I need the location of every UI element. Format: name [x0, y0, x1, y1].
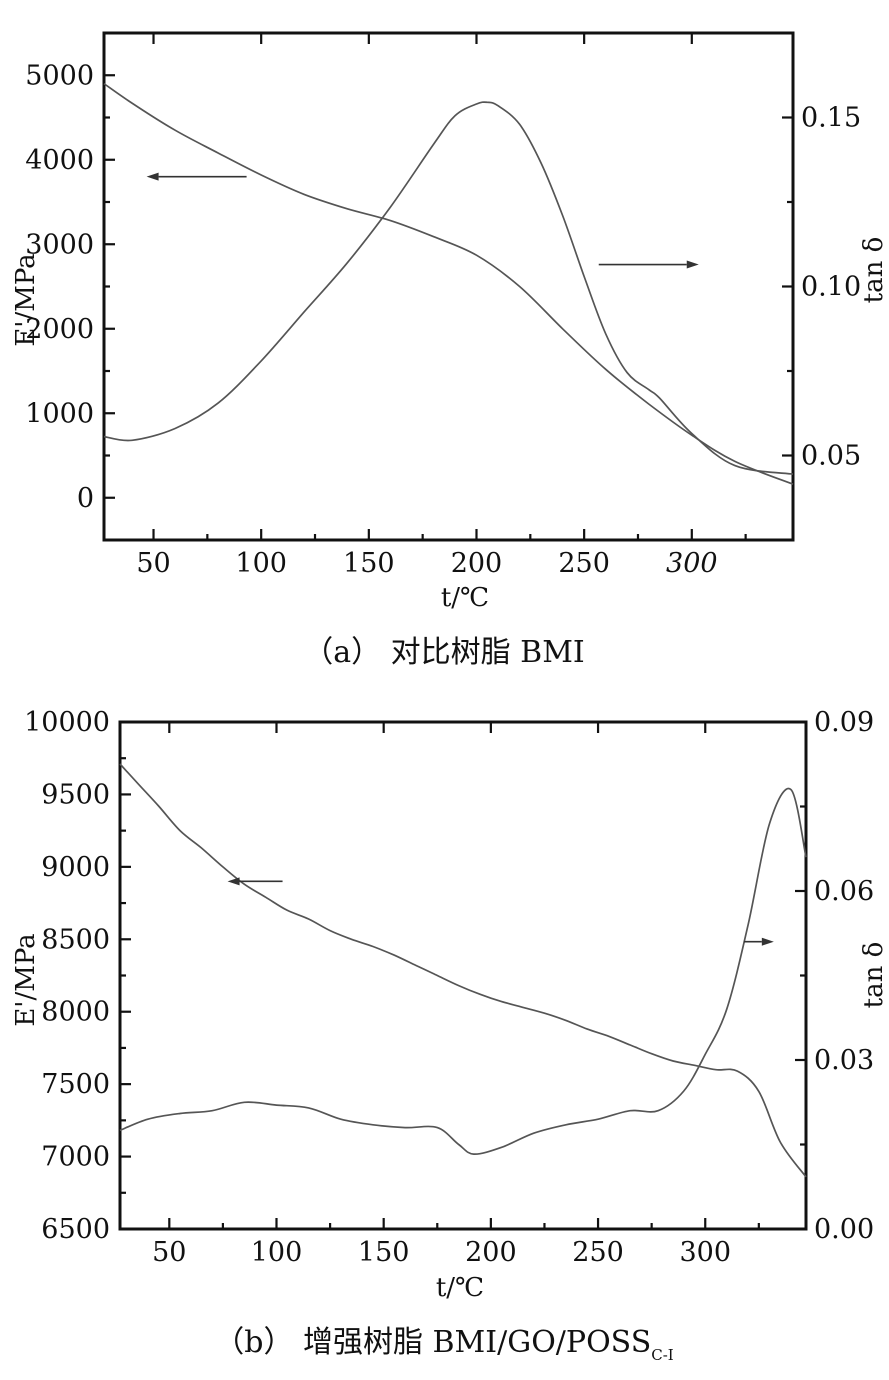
y-right-tick-label-a: 0.10: [801, 272, 861, 303]
x-tick-label-a: 150: [343, 548, 395, 579]
y-left-tick-label-a: 4000: [25, 145, 94, 176]
x-tick-label-b: 50: [152, 1237, 186, 1268]
y-axis-label-right-b: tan δ: [859, 942, 889, 1009]
tan-delta-curve-b: [119, 787, 807, 1155]
y-left-tick-label-a: 0: [77, 483, 94, 514]
y-axis-label-left-a: E'/MPa: [11, 253, 41, 346]
x-tick-label-b: 150: [358, 1237, 410, 1268]
x-tick-label-a: 200: [451, 548, 503, 579]
y-left-tick-label-a: 5000: [25, 60, 94, 91]
plot-frame-a: [102, 31, 795, 542]
y-left-tick-label-a: 1000: [25, 398, 94, 429]
y-left-tick-label-b: 9500: [41, 779, 110, 810]
y-left-tick-label-b: 7500: [41, 1069, 110, 1100]
y-left-tick-label-b: 8500: [41, 924, 110, 955]
ticks-a: [104, 31, 793, 542]
modulus-curve-a: [103, 82, 794, 485]
y-left-tick-label-b: 7000: [41, 1142, 110, 1173]
x-tick-label-a: 250: [558, 548, 610, 579]
tick-labels-b: 50 100 150 200 250 300 6500 7000 7500 8000 8500 900…: [24, 707, 874, 1268]
y-left-tick-label-b: 6500: [41, 1214, 110, 1245]
plot-frame-b: [118, 720, 808, 1231]
y-right-tick-label-a: 0.15: [801, 103, 861, 134]
x-tick-label-b: 200: [465, 1237, 517, 1268]
x-tick-label-b: 300: [679, 1237, 731, 1268]
ticks-b: [120, 720, 806, 1231]
arrows-b: [227, 877, 774, 946]
arrow-right-head-b: [761, 937, 774, 946]
arrow-left-head-a: [146, 172, 159, 181]
x-tick-label-b: 100: [251, 1237, 303, 1268]
tan-delta-curve-a: [103, 101, 794, 475]
y-axis-label-left-b: E'/MPa: [11, 933, 41, 1026]
curves-b: [119, 763, 807, 1178]
y-left-tick-label-b: 10000: [24, 707, 110, 738]
arrow-right-head-a: [686, 260, 699, 269]
x-tick-label-a: 100: [235, 548, 287, 579]
y-axis-label-right-a: tan δ: [859, 237, 889, 304]
arrow-left-head-b: [227, 877, 240, 886]
curves-a: [103, 82, 794, 485]
tick-labels-a: 50 100 150 200 250 3000100020003000400050000.…: [25, 60, 861, 579]
y-left-tick-label-a: 3000: [25, 229, 94, 260]
caption-b-main: （b） 增强树脂 BMI/GO/POSS: [214, 1325, 651, 1360]
y-right-tick-label-a: 0.05: [801, 441, 861, 472]
x-axis-label-b: t/℃: [436, 1273, 484, 1303]
y-right-tick-label-b: 0.06: [814, 876, 874, 907]
arrows-a: [146, 172, 699, 269]
x-tick-label-a: 50: [136, 548, 170, 579]
panel-b: 50 100 150 200 250 300 6500 7000 7500 8000 8500 900…: [11, 707, 889, 1364]
y-left-tick-label-a: 2000: [25, 314, 94, 345]
y-left-tick-label-b: 8000: [41, 997, 110, 1028]
x-tick-label-a: 300: [666, 548, 718, 579]
caption-b-subscript: C-I: [651, 1346, 674, 1364]
y-left-tick-label-b: 9000: [41, 852, 110, 883]
y-right-tick-label-b: 0.00: [814, 1214, 874, 1245]
y-right-tick-label-b: 0.03: [814, 1045, 874, 1076]
x-axis-label-a: t/℃: [441, 583, 489, 613]
x-tick-label-b: 250: [572, 1237, 624, 1268]
caption-a: （a） 对比树脂 BMI: [303, 635, 585, 670]
panel-a: 50 100 150 200 250 3000100020003000400050000.…: [11, 31, 889, 670]
caption-b: （b） 增强树脂 BMI/GO/POSSC-I: [214, 1325, 674, 1364]
modulus-curve-b: [119, 763, 807, 1178]
y-right-tick-label-b: 0.09: [814, 707, 874, 738]
